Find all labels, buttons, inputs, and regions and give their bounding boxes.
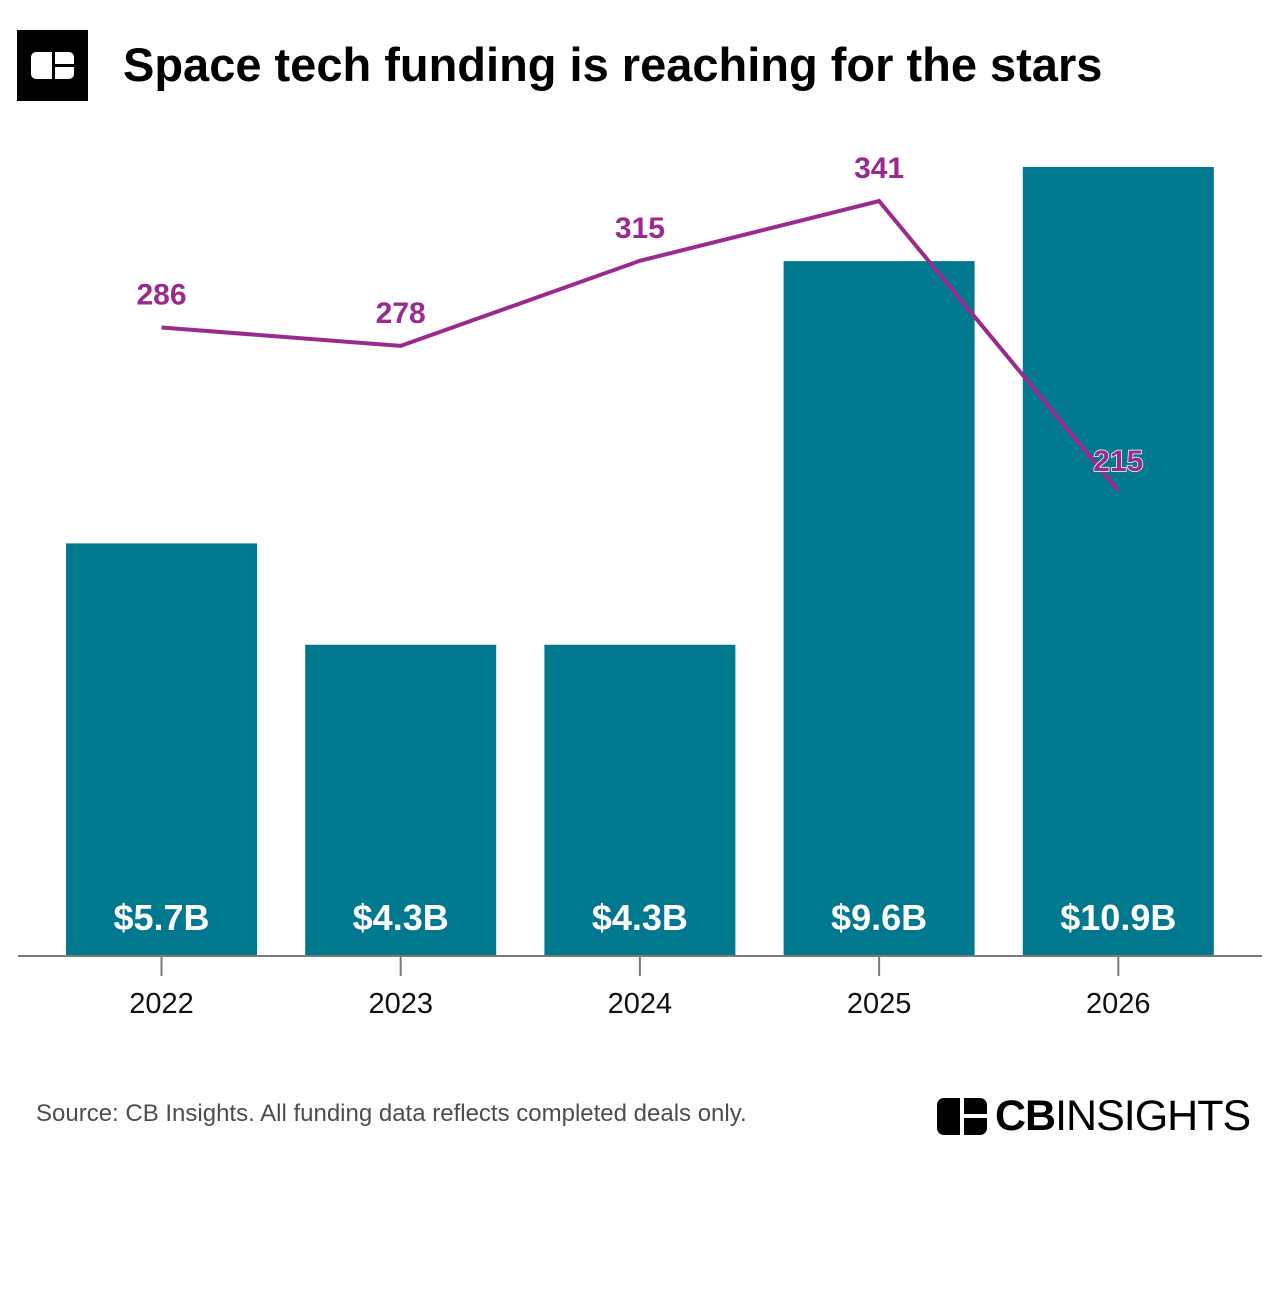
x-tick-label: 2023 [368,988,433,1020]
line-value-label: 341 [854,152,904,185]
bar [66,543,257,956]
bar-value-label: $9.6B [831,897,927,938]
line-value-label: 278 [376,297,426,330]
cb-insights-mark-icon [31,52,74,79]
x-tick-label: 2024 [608,988,673,1020]
bar-value-label: $5.7B [113,897,209,938]
x-tick-label: 2022 [129,988,194,1020]
bar-value-label: $4.3B [353,897,449,938]
line-value-label: 286 [136,279,186,312]
brand-wordmark: CBINSIGHTS [995,1091,1251,1141]
bar-value-label: $10.9B [1060,897,1176,938]
line-value-label: 315 [615,212,665,245]
brand-wordmark-bold: CB [995,1091,1056,1140]
deal-count-line [161,198,1120,493]
x-tick-label: 2026 [1086,988,1151,1020]
line-value-label: 215 [1093,445,1143,478]
source-note: Source: CB Insights. All funding data re… [36,1100,747,1127]
brand-wordmark-light: INSIGHTS [1055,1091,1251,1140]
x-tick-label: 2025 [847,988,912,1020]
bar [783,261,975,956]
bar [544,644,736,956]
cb-insights-mark-icon [937,1097,987,1135]
cb-logo-badge [17,30,88,101]
chart-title: Space tech funding is reaching for the s… [123,38,1103,91]
chart-area: $5.7B $4.3B $4.3B $9.6B $10.9B 2022 2023 2024 20… [18,152,1262,1020]
cb-insights-brand: CBINSIGHTS [937,1091,1251,1141]
bar [1022,167,1214,956]
bar [305,644,497,956]
bar-value-label: $4.3B [592,897,688,938]
